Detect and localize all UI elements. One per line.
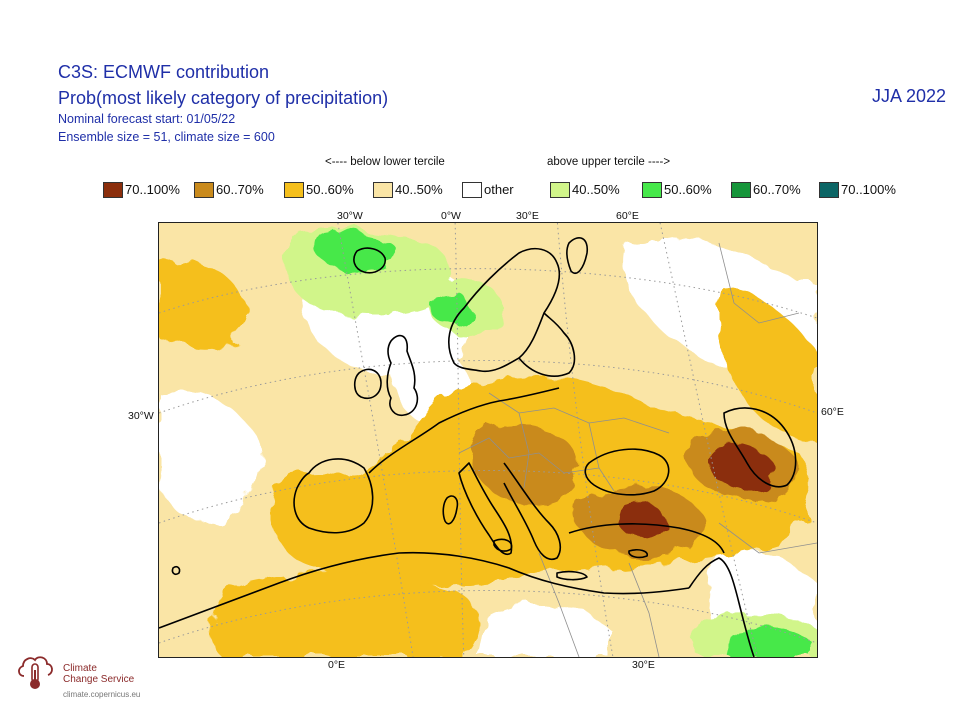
tick-left-30w: 30°W (128, 410, 154, 422)
coast-britain (386, 334, 419, 417)
country-borders (458, 242, 817, 657)
yellow-region-iberia (270, 469, 385, 568)
tick-right-60e: 60°E (821, 406, 844, 418)
legend-label-below-60-70: 60..70% (216, 182, 264, 197)
yellow-region-northwest (159, 260, 249, 347)
legend-label-above-70-100: 70..100% (841, 182, 896, 197)
legend-swatch-below-50-60 (284, 182, 304, 198)
coast-north-africa (159, 551, 690, 629)
coast-iceland (353, 247, 386, 274)
chart-title: C3S: ECMWF contribution (58, 62, 270, 82)
legend-swatch-below-70-100 (103, 182, 123, 198)
yellow-region-east (714, 283, 817, 443)
coast-black-sea (584, 448, 670, 496)
legend-above-heading: above upper tercile ----> (547, 156, 671, 168)
season-label: JJA 2022 (872, 86, 947, 106)
legend-label-below-50-60: 50..60% (306, 182, 354, 197)
tick-bottom-30e: 30°E (632, 659, 655, 671)
coast-caspian (723, 407, 797, 488)
thermometer-cloud-icon (18, 656, 53, 689)
legend-swatch-below-60-70 (194, 182, 214, 198)
tick-top-30w: 30°W (337, 210, 363, 222)
coast-turkey-south (568, 523, 725, 554)
coast-baltic (518, 312, 576, 377)
legend-swatch-below-40-50 (373, 182, 393, 198)
coast-cyprus (628, 549, 649, 559)
coast-balkans-greece (503, 462, 561, 560)
legend-swatch-above-50-60 (642, 182, 662, 198)
graticule (159, 223, 817, 657)
coast-iberia (293, 458, 374, 534)
coastlines (159, 237, 797, 657)
legend-below-heading: <---- below lower tercile (325, 156, 445, 168)
legend-label-above-50-60: 50..60% (664, 182, 712, 197)
chart-subtitle: Prob(most likely category of precipitati… (58, 88, 389, 108)
yellow-region-north-africa (214, 572, 478, 657)
coast-continent-north (368, 387, 560, 474)
coast-italy (458, 462, 513, 555)
copernicus-logo (14, 650, 56, 692)
tick-top-60e: 60°E (616, 210, 639, 222)
forecast-start-text: Nominal forecast start: 01/05/22 (58, 112, 236, 126)
legend-label-other: other (484, 182, 514, 197)
coast-ireland (353, 368, 382, 399)
legend-swatch-above-70-100 (819, 182, 839, 198)
green-region-norway (431, 291, 471, 326)
other-region-south (479, 602, 609, 657)
orange-region-balkans (471, 424, 580, 503)
probability-fields (159, 227, 817, 657)
probability-map (158, 222, 818, 658)
legend-swatch-other (462, 182, 482, 198)
legend-label-above-40-50: 40..50% (572, 182, 620, 197)
darkbrown-region-anatolia (617, 501, 664, 539)
coast-crete (556, 570, 588, 581)
legend-swatch-above-40-50 (550, 182, 570, 198)
coast-sicily (493, 538, 513, 552)
logo-text-line2: Change Service (63, 674, 135, 685)
legend-label-below-70-100: 70..100% (125, 182, 180, 197)
green-region-greenland (316, 231, 400, 276)
legend-swatch-above-60-70 (731, 182, 751, 198)
legend-label-above-60-70: 60..70% (753, 182, 801, 197)
coast-egypt-levant (688, 557, 755, 657)
coast-corsica-sardinia (442, 495, 459, 525)
logo-text-line1: Climate (63, 663, 97, 674)
coast-arctic-islands (566, 237, 589, 275)
footer-url: climate.copernicus.eu (63, 690, 141, 699)
ensemble-size-text: Ensemble size = 51, climate size = 600 (58, 130, 275, 144)
legend-label-below-40-50: 40..50% (395, 182, 443, 197)
other-region-west (159, 390, 261, 523)
tick-top-30e: 30°E (516, 210, 539, 222)
coast-scandinavia (448, 247, 561, 373)
tick-bottom-0e: 0°E (328, 659, 346, 671)
coast-canary-islands (171, 566, 181, 575)
tick-top-0w: 0°W (441, 210, 461, 222)
map-svg (159, 223, 817, 657)
